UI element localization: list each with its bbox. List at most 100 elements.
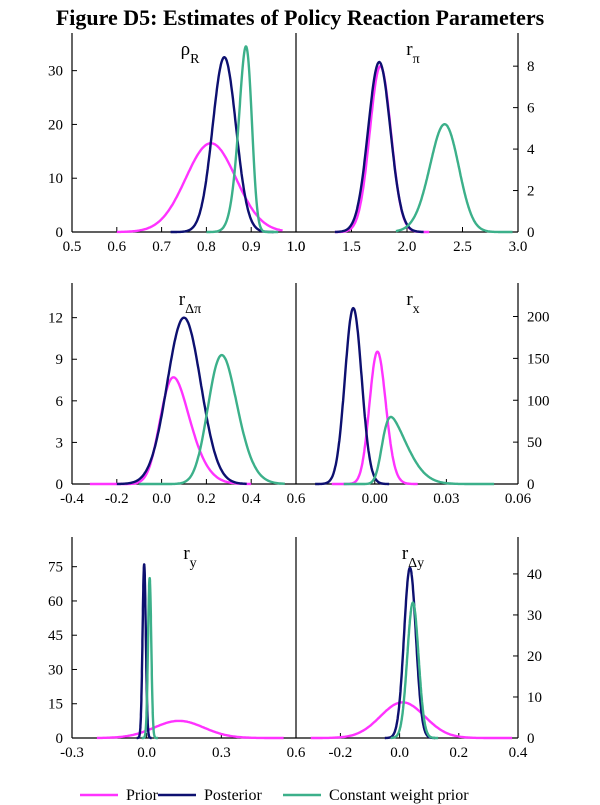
- y-tick-label: 0: [527, 731, 535, 747]
- x-tick-label: -0.4: [60, 491, 84, 507]
- y-tick-label: 0: [56, 477, 64, 493]
- x-tick-label: 0.00: [362, 491, 388, 507]
- x-tick-label: 0.8: [197, 239, 216, 255]
- y-tick-label: 60: [48, 594, 63, 610]
- y-tick-label: 200: [527, 310, 550, 326]
- panel-rho_R: 0.5 0.6 0.7 0.8 0.9 1.0 0 10 20 30 ρR: [48, 33, 305, 255]
- y-tick-label: 50: [527, 435, 542, 451]
- y-tick-label: 30: [48, 64, 63, 80]
- x-tick-label: -0.3: [60, 745, 84, 761]
- y-tick-label: 0: [527, 477, 535, 493]
- x-tick-label: 0.5: [63, 239, 82, 255]
- y-tick-label: 10: [48, 171, 63, 187]
- curve-constant-r_y: [140, 576, 159, 740]
- panel-r_dpi: -0.4 -0.2 0.0 0.2 0.4 0.6 0 3 6 9 12 rΔπ: [48, 283, 306, 507]
- x-tick-label: 0.0: [390, 745, 409, 761]
- panel-label-sub: R: [190, 52, 200, 67]
- curve-prior-r_y: [96, 719, 284, 740]
- x-tick-label: -0.2: [329, 745, 353, 761]
- y-tick-label: 4: [527, 142, 535, 158]
- curve-posterior-r_dy: [383, 566, 436, 740]
- y-tick-label: 6: [56, 394, 64, 410]
- y-tick-label: 150: [527, 351, 550, 367]
- x-tick-label: 0.7: [152, 239, 171, 255]
- curve-constant-r_x: [343, 415, 495, 486]
- y-tick-label: 100: [527, 393, 550, 409]
- curve-prior-rho_R: [116, 142, 283, 234]
- curve-constant-rho_R: [205, 45, 279, 234]
- legend-item-constant: Constant weight prior: [283, 787, 469, 804]
- y-tick-label: 30: [527, 608, 542, 624]
- curve-prior-r_dy: [310, 701, 513, 740]
- panel-label-sub: y: [190, 556, 197, 571]
- y-tick-label: 2: [527, 184, 535, 200]
- panel-label-sub: Δπ: [185, 302, 201, 317]
- panel-r_x: 0.00 0.03 0.060 50 100 150 200 rx: [295, 283, 550, 507]
- panel-label: rΔπ: [179, 289, 201, 317]
- y-tick-label: 12: [48, 311, 63, 327]
- panel-label: ρR: [181, 39, 200, 67]
- legend-item-posterior: Posterior: [158, 787, 262, 804]
- curve-posterior-r_pi: [334, 60, 425, 234]
- curve-constant-r_dpi: [138, 353, 286, 486]
- x-tick-label: 0.03: [433, 491, 459, 507]
- legend-item-prior: Prior: [80, 787, 159, 804]
- x-tick-label: 0.2: [449, 745, 468, 761]
- panel-label: ry: [183, 543, 196, 571]
- y-tick-label: 20: [48, 117, 63, 133]
- x-tick-label: 1.0: [287, 239, 306, 255]
- panel-label-main: r: [406, 39, 413, 60]
- x-tick-label: 0.0: [137, 745, 156, 761]
- y-tick-label: 10: [527, 690, 542, 706]
- y-tick-label: 8: [527, 59, 535, 75]
- panel-r_pi: 1.0 1.5 2.0 2.5 3.00 2 4 6 8 rπ: [287, 33, 535, 255]
- x-tick-label: 2.5: [453, 239, 472, 255]
- x-tick-label: 1.0: [287, 239, 306, 255]
- x-tick-label: 1.5: [342, 239, 361, 255]
- x-tick-label: 0.06: [505, 491, 532, 507]
- curve-prior-r_dpi: [89, 376, 252, 486]
- curve-posterior-r_x: [314, 306, 390, 486]
- x-tick-label: 0.6: [107, 239, 126, 255]
- curve-constant-r_dy: [389, 601, 439, 740]
- panel-label-sub: Δy: [408, 556, 424, 571]
- x-tick-label: 3.0: [509, 239, 528, 255]
- x-tick-label: 0.9: [242, 239, 261, 255]
- x-tick-label: 0.4: [509, 745, 528, 761]
- y-tick-label: 0: [56, 225, 64, 241]
- x-tick-label: 0.6: [287, 491, 306, 507]
- x-tick-label: 2.0: [398, 239, 417, 255]
- panel-label-main: r: [402, 543, 409, 564]
- y-tick-label: 15: [48, 697, 63, 713]
- y-tick-label: 6: [527, 101, 535, 117]
- y-tick-label: 20: [527, 649, 542, 665]
- panel-label-sub: x: [413, 302, 420, 317]
- legend-label: Prior: [126, 787, 159, 804]
- panel-label: rx: [406, 289, 419, 317]
- y-tick-label: 30: [48, 662, 63, 678]
- legend-label: Constant weight prior: [329, 787, 469, 804]
- y-tick-label: 0: [56, 731, 64, 747]
- y-tick-label: 0: [527, 225, 535, 241]
- y-tick-label: 45: [48, 628, 63, 644]
- panel-r_dy: -0.2 0.0 0.2 0.40 10 20 30 40 rΔy: [295, 537, 542, 761]
- y-tick-label: 3: [56, 435, 64, 451]
- figure-title: Figure D5: Estimates of Policy Reaction …: [56, 5, 545, 30]
- x-tick-label: 0.6: [287, 745, 306, 761]
- curve-prior-r_pi: [334, 65, 430, 234]
- x-tick-label: 0.4: [242, 491, 261, 507]
- x-tick-label: -0.2: [105, 491, 129, 507]
- panel-label: rΔy: [402, 543, 424, 571]
- curve-constant-r_pi: [395, 123, 513, 234]
- panel-label-main: r: [179, 289, 186, 310]
- legend-label: Posterior: [204, 787, 262, 804]
- x-tick-label: 0.3: [212, 745, 231, 761]
- y-tick-label: 75: [48, 560, 63, 576]
- curve-posterior-rho_R: [169, 56, 275, 234]
- panel-label-main: r: [406, 289, 413, 310]
- panel-label-main: ρ: [181, 39, 190, 60]
- panel-label: rπ: [406, 39, 419, 67]
- panel-r_y: -0.3 0.0 0.3 0.6 0 15 30 45 60 75 ry: [48, 537, 306, 761]
